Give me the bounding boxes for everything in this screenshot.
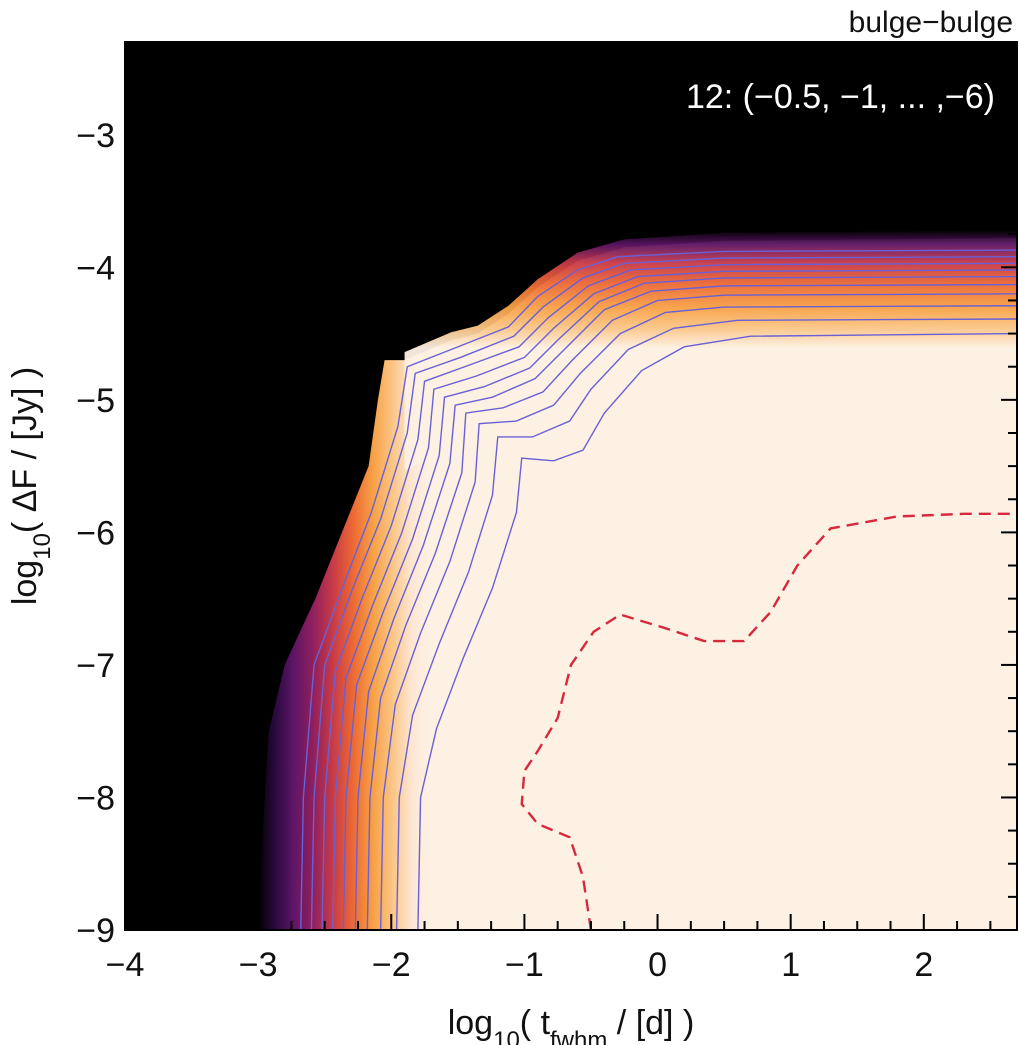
contour-line bbox=[366, 293, 1017, 930]
tick-labels: −4 −3 −2 −1 0 1 2 −9 −8 −7 −6 −5 −4 −3 bbox=[76, 117, 933, 984]
x-tick-label: 1 bbox=[781, 946, 800, 984]
y-axis-label-prefix: log bbox=[6, 560, 44, 605]
x-tick-label: −1 bbox=[505, 946, 544, 984]
contour-line bbox=[354, 283, 1017, 930]
contour-lines bbox=[300, 249, 1017, 930]
y-tick-label: −9 bbox=[76, 912, 115, 950]
x-tick-label: 0 bbox=[648, 946, 667, 984]
axis-ticks bbox=[124, 42, 1017, 931]
contour-line bbox=[379, 305, 1017, 930]
x-axis-label-middle: ( t bbox=[520, 1004, 551, 1042]
top-gradient-band bbox=[404, 230, 1017, 471]
contour-line bbox=[395, 318, 1017, 930]
x-tick-label: −3 bbox=[239, 946, 278, 984]
y-tick-label: −5 bbox=[76, 382, 115, 420]
contour-line bbox=[321, 262, 1017, 930]
y-tick-label: −6 bbox=[76, 514, 115, 552]
contour-line bbox=[417, 332, 1017, 930]
y-tick-label: −4 bbox=[76, 249, 115, 287]
y-axis-label-subscript: 10 bbox=[29, 533, 56, 560]
y-tick-label: −3 bbox=[76, 117, 115, 155]
x-tick-label: −2 bbox=[372, 946, 411, 984]
y-axis-label-suffix: ( ΔF / [Jy] ) bbox=[6, 367, 44, 533]
edge-gradient-band bbox=[258, 360, 555, 930]
x-axis-label-prefix: log bbox=[448, 1004, 493, 1042]
plot-area bbox=[125, 42, 1017, 930]
plot-frame bbox=[124, 41, 1018, 931]
chart-title: bulge−bulge bbox=[849, 6, 1013, 39]
contour-line bbox=[310, 256, 1017, 930]
contour-line bbox=[300, 249, 1017, 930]
x-tick-label: −4 bbox=[106, 946, 145, 984]
dashed-contour-line bbox=[520, 512, 1017, 930]
y-tick-label: −7 bbox=[76, 647, 115, 685]
y-tick-label: −8 bbox=[76, 779, 115, 817]
series-annotation: 12: (−0.5, −1, ... ,−6) bbox=[686, 78, 995, 116]
contour-line bbox=[331, 269, 1017, 930]
x-axis-label-variable-subscript: fwhm bbox=[550, 1027, 607, 1045]
x-axis-label: log10( tfwhm / [d] ) bbox=[448, 1004, 695, 1045]
contour-line bbox=[342, 275, 1017, 930]
y-axis-label: log10( ΔF / [Jy] ) bbox=[6, 367, 56, 605]
x-axis-label-subscript: 10 bbox=[493, 1027, 520, 1045]
x-tick-label: 2 bbox=[914, 946, 933, 984]
x-axis-label-suffix: / [d] ) bbox=[607, 1004, 694, 1042]
